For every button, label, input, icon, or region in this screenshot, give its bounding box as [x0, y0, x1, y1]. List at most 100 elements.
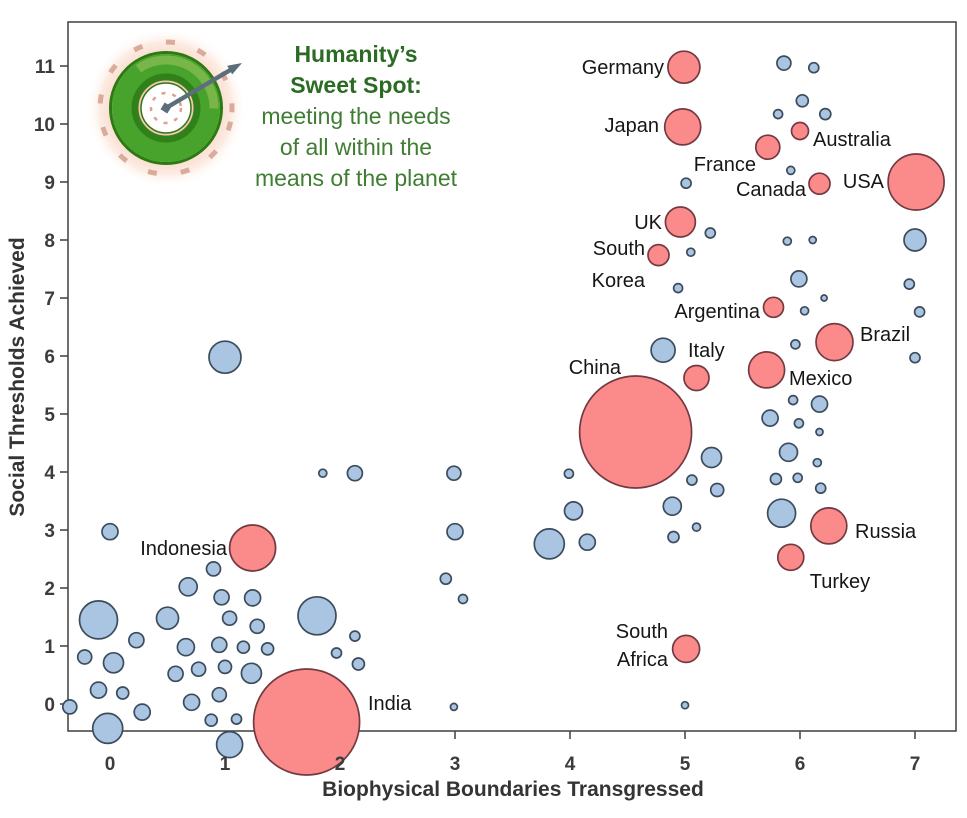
other-country-bubble — [208, 340, 242, 375]
country-bubble — [671, 634, 701, 664]
tick-labels: 0 1 2 3 4 5 6 7 0 1 2 3 4 5 6 7 8 9 10 11 — [34, 57, 920, 775]
x-tick-label: 1 — [220, 754, 231, 775]
other-country-bubble — [346, 464, 364, 482]
country-label: South — [593, 238, 645, 260]
other-country-bubble — [685, 247, 696, 258]
other-country-bubble — [772, 108, 784, 120]
y-axis-ticks — [60, 65, 68, 705]
labeled-country-bubbles — [228, 50, 945, 776]
other-country-bubble — [213, 588, 230, 606]
other-country-bubble — [190, 661, 207, 678]
other-country-bubble — [215, 730, 244, 759]
x-tick-label: 6 — [795, 754, 806, 775]
country-label: Indonesia — [140, 538, 228, 560]
other-country-bubble — [790, 339, 801, 350]
y-tick-label: 7 — [44, 289, 55, 310]
other-country-bubble — [211, 686, 228, 703]
country-label: Korea — [592, 270, 646, 292]
logo-inner-text-ring — [149, 91, 183, 125]
country-label: India — [368, 693, 412, 715]
y-tick-label: 10 — [34, 115, 55, 136]
other-country-bubble — [810, 395, 829, 413]
other-country-bubble — [818, 107, 832, 121]
other-country-bubble — [155, 606, 180, 631]
arrow-icon — [160, 63, 242, 114]
country-label: UK — [634, 212, 662, 234]
other-country-bubble — [761, 409, 779, 427]
x-tick-label: 2 — [335, 754, 346, 775]
country-label: South — [616, 621, 668, 643]
country-bubble — [667, 50, 701, 85]
country-bubble — [747, 351, 786, 389]
other-country-bubble — [167, 665, 184, 683]
other-country-bubble — [330, 647, 343, 659]
country-label: Argentina — [674, 301, 760, 323]
other-country-bubble — [91, 712, 124, 745]
other-country-bubble — [903, 228, 927, 252]
country-label: Germany — [582, 57, 664, 79]
other-country-bubble — [102, 651, 125, 674]
note-line: Humanity’s — [294, 41, 418, 67]
other-country-bubble — [240, 662, 263, 685]
y-axis-title: Social Thresholds Achieved — [6, 237, 29, 516]
other-country-bubble — [76, 649, 93, 665]
other-country-bubble — [807, 61, 820, 74]
other-country-bubble — [808, 235, 818, 245]
y-tick-label: 8 — [44, 231, 55, 252]
other-country-bubble — [578, 533, 597, 552]
country-bubble — [683, 364, 710, 392]
other-country-bubble — [812, 457, 823, 468]
country-bubble — [887, 153, 945, 211]
other-country-bubble — [204, 713, 219, 728]
other-country-bubble — [686, 474, 698, 486]
logo-ecological-ceiling-arc — [113, 55, 219, 161]
country-label: Turkey — [810, 571, 870, 593]
other-country-bubble — [680, 700, 690, 710]
other-country-bubble — [317, 468, 328, 479]
other-country-bubble — [787, 394, 799, 406]
other-country-bubble — [672, 282, 684, 294]
y-tick-label: 4 — [44, 463, 55, 484]
country-label: USA — [843, 171, 885, 193]
country-bubble — [776, 543, 805, 572]
other-country-bubble — [903, 278, 916, 290]
country-label: France — [694, 154, 756, 176]
other-country-bubble — [249, 618, 266, 635]
other-country-bubble — [457, 593, 469, 605]
other-country-bubble — [778, 442, 799, 463]
other-country-bubble — [182, 693, 201, 712]
y-tick-label: 2 — [44, 579, 55, 600]
other-country-bubble — [446, 465, 462, 482]
country-bubble — [809, 507, 848, 545]
other-country-bubble — [776, 55, 792, 71]
y-tick-label: 9 — [44, 173, 55, 194]
country-label: Brazil — [860, 324, 910, 346]
y-tick-label: 5 — [44, 405, 55, 426]
country-label: Russia — [855, 521, 917, 543]
other-country-bubble — [446, 522, 464, 541]
other-country-bubble — [205, 561, 222, 577]
country-bubble — [252, 668, 361, 776]
other-country-bubble — [89, 681, 108, 699]
country-bubble — [228, 524, 277, 572]
x-tick-label: 3 — [450, 754, 461, 775]
country-bubble — [663, 108, 702, 146]
other-country-bubble — [115, 686, 130, 700]
other-country-bubble — [650, 337, 676, 364]
other-country-bubble — [221, 610, 238, 627]
country-bubble — [808, 172, 831, 196]
other-country-bubble — [133, 703, 152, 721]
other-country-bubble — [101, 522, 119, 541]
logo-outer-edge — [109, 51, 223, 165]
other-country-bubble — [680, 177, 692, 190]
other-country-bubble — [691, 522, 702, 532]
other-country-bubble — [176, 637, 196, 657]
other-country-bubble — [785, 165, 796, 176]
other-country-bubble — [210, 636, 228, 654]
other-country-bubble — [78, 600, 119, 640]
sweet-spot-note: Humanity’s Sweet Spot: meeting the needs… — [234, 39, 478, 194]
country-label: Mexico — [789, 368, 852, 390]
other-country-bubble — [704, 227, 717, 239]
other-country-bubble — [795, 93, 810, 108]
